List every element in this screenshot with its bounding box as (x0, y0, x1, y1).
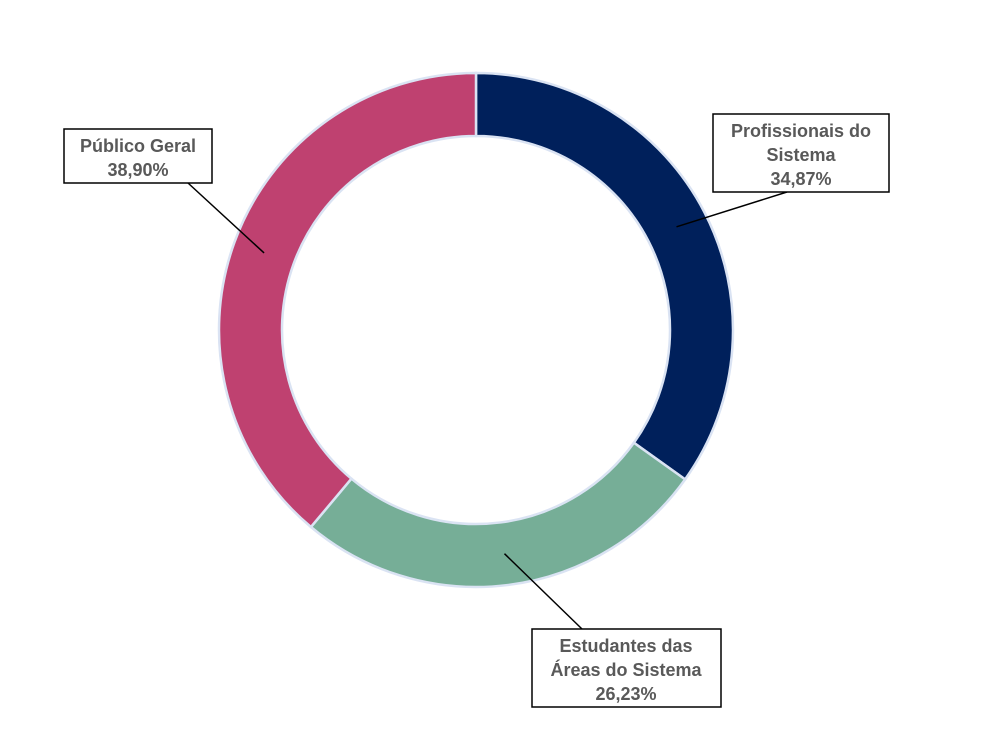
callout-estudantes-box (531, 628, 722, 708)
callout-estudantes-value: 26,23% (595, 684, 656, 704)
callout-publico-value: 38,90% (107, 160, 168, 180)
callout-estudantes-line2: Áreas do Sistema (550, 659, 702, 680)
slice-publico (217, 71, 478, 529)
donut-slices (217, 71, 735, 589)
callout-publico-line1: Público Geral (80, 136, 196, 156)
callout-profissionais-box (712, 113, 890, 193)
leader-estudantes (503, 553, 583, 630)
callout-profissionais-value: 34,87% (770, 169, 831, 189)
slice-profissionais (474, 71, 735, 482)
callout-profissionais-line1: Profissionais do (731, 121, 871, 141)
callout-profissionais-line2: Sistema (766, 145, 836, 165)
leader-publico (187, 182, 265, 254)
callout-profissionais: Profissionais do Sistema 34,87% (712, 113, 890, 193)
callout-estudantes-line1: Estudantes das (559, 636, 692, 656)
slice-estudantes (309, 441, 687, 589)
callout-publico-box (63, 128, 213, 184)
leader-lines (187, 182, 788, 630)
leader-profissionais (676, 191, 788, 228)
callout-estudantes: Estudantes das Áreas do Sistema 26,23% (531, 628, 722, 708)
callout-publico: Público Geral 38,90% (63, 128, 213, 184)
